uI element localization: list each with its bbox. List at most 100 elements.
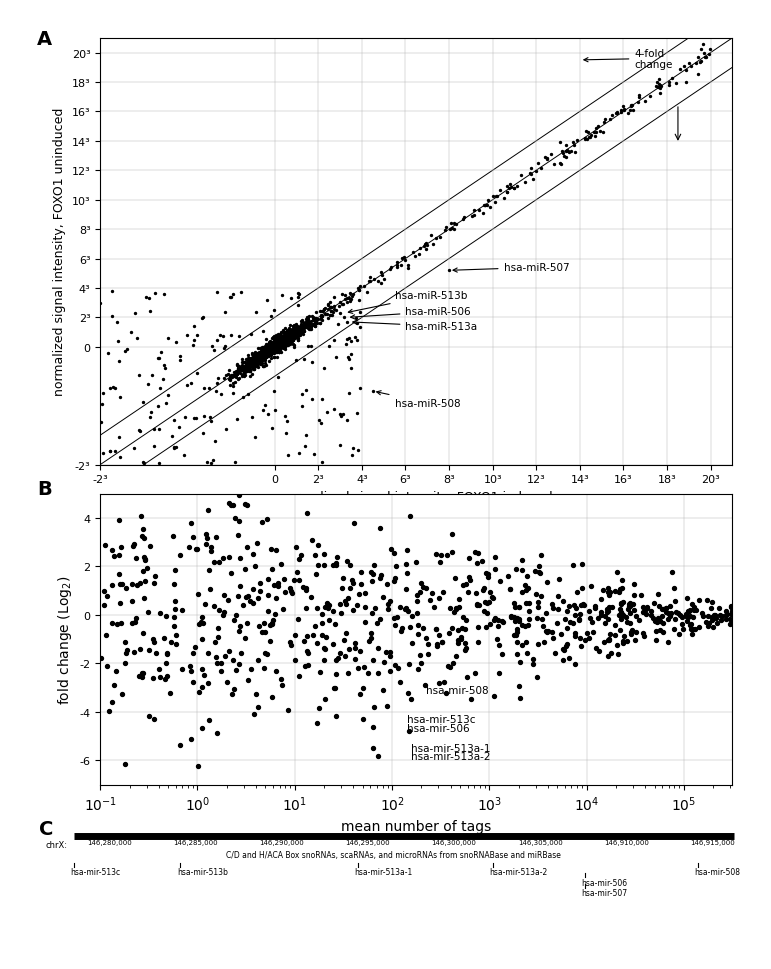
Point — [622, 106, 635, 121]
Point — [261, 345, 273, 360]
Point — [706, 595, 719, 610]
Point — [277, 336, 289, 352]
Point — [99, 628, 112, 643]
Point — [274, 345, 287, 360]
Point — [268, 337, 281, 353]
Point — [207, 555, 220, 571]
Point — [276, 333, 288, 349]
Point — [269, 607, 281, 622]
Point — [234, 360, 247, 376]
Point — [481, 570, 493, 585]
Point — [628, 577, 641, 592]
Point — [201, 675, 214, 691]
Point — [249, 356, 261, 371]
Point — [293, 321, 305, 336]
Point — [439, 223, 451, 238]
Point — [470, 598, 483, 613]
Point — [276, 336, 288, 352]
Point — [267, 613, 279, 629]
Point — [253, 345, 265, 360]
Point — [400, 601, 412, 616]
Point — [689, 603, 702, 618]
Point — [270, 590, 282, 606]
Point — [382, 597, 394, 612]
Point — [288, 322, 300, 337]
Point — [251, 346, 264, 361]
Point — [618, 102, 631, 117]
Point — [306, 355, 318, 370]
Point — [227, 653, 240, 669]
Point — [268, 338, 280, 354]
Point — [258, 343, 271, 359]
Point — [290, 328, 302, 344]
Point — [136, 564, 149, 579]
Point — [272, 341, 284, 357]
Point — [663, 78, 675, 94]
Point — [272, 334, 284, 350]
Point — [256, 353, 268, 368]
Point — [358, 279, 370, 295]
Point — [362, 633, 375, 648]
Point — [482, 193, 494, 208]
Point — [218, 341, 231, 357]
Point — [251, 351, 263, 366]
Point — [450, 648, 463, 664]
Point — [283, 328, 295, 344]
Point — [516, 552, 528, 568]
Point — [247, 359, 259, 375]
Point — [449, 571, 461, 586]
Point — [496, 614, 508, 630]
Point — [154, 381, 167, 396]
Point — [249, 349, 261, 364]
Point — [160, 669, 173, 684]
Point — [567, 557, 580, 573]
Point — [281, 328, 293, 344]
Point — [419, 237, 432, 253]
Point — [277, 334, 289, 350]
Point — [301, 582, 313, 598]
Point — [137, 591, 150, 607]
Point — [703, 42, 715, 57]
Point — [268, 341, 280, 357]
Point — [210, 333, 223, 349]
Point — [187, 319, 200, 334]
Point — [144, 539, 157, 554]
Point — [274, 334, 286, 350]
Point — [312, 557, 325, 573]
Point — [515, 617, 527, 633]
Point — [314, 316, 326, 331]
Point — [276, 332, 288, 348]
Point — [147, 711, 160, 727]
Point — [133, 422, 145, 438]
Point — [426, 585, 438, 601]
Point — [233, 329, 245, 345]
Point — [196, 610, 208, 625]
Point — [293, 328, 305, 344]
Point — [231, 371, 244, 387]
Point — [552, 588, 564, 604]
Point — [256, 346, 268, 361]
Point — [291, 323, 304, 338]
Point — [284, 330, 297, 346]
Point — [269, 336, 281, 352]
Point — [258, 351, 271, 366]
Point — [258, 343, 270, 359]
Point — [268, 335, 281, 351]
Point — [267, 341, 279, 357]
Point — [301, 318, 314, 333]
Point — [653, 78, 665, 93]
Point — [603, 599, 615, 614]
Point — [326, 557, 338, 573]
Point — [152, 351, 164, 366]
Point — [261, 343, 273, 359]
Point — [656, 615, 668, 631]
Point — [119, 757, 131, 772]
Point — [260, 359, 272, 374]
Point — [535, 547, 547, 563]
Text: hsa-miR-507: hsa-miR-507 — [453, 263, 569, 273]
Point — [217, 587, 230, 603]
Point — [107, 380, 120, 395]
Point — [303, 309, 315, 325]
Point — [157, 372, 170, 388]
Point — [389, 617, 401, 633]
